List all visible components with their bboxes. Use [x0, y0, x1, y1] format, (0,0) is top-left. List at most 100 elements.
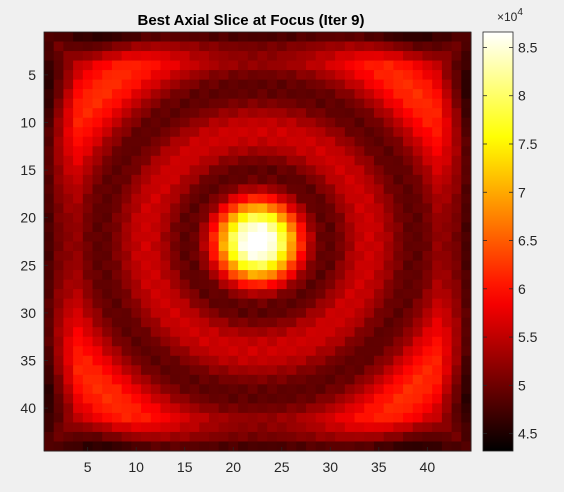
heatmap-cell — [422, 241, 433, 252]
heatmap-cell — [451, 289, 462, 300]
heatmap-cell — [92, 431, 103, 442]
heatmap-cell — [422, 212, 433, 223]
heatmap-cell — [150, 260, 161, 271]
heatmap-cell — [451, 70, 462, 81]
heatmap-cell — [296, 146, 307, 157]
heatmap-cell — [199, 146, 210, 157]
heatmap-cell — [208, 346, 220, 357]
heatmap-cell — [121, 41, 132, 52]
heatmap-cell — [286, 422, 297, 433]
heatmap-cell — [306, 241, 317, 252]
heatmap-cell — [53, 136, 64, 147]
heatmap-cell — [92, 89, 103, 100]
heatmap-cell — [160, 127, 171, 138]
heatmap-cell — [92, 108, 103, 119]
heatmap-cell — [286, 270, 297, 281]
heatmap-cell — [441, 374, 453, 385]
heatmap-cell — [432, 60, 443, 71]
heatmap-cell — [63, 298, 74, 309]
heatmap-cell — [451, 298, 462, 309]
heatmap-cell — [364, 393, 375, 404]
heatmap-cell — [111, 231, 123, 242]
heatmap-cell — [335, 365, 346, 376]
heatmap-cell — [451, 270, 462, 281]
heatmap-cell — [315, 127, 326, 138]
heatmap-cell — [325, 355, 336, 366]
heatmap-cell — [422, 365, 433, 376]
heatmap-cell — [238, 384, 249, 395]
heatmap-cell — [344, 431, 356, 442]
heatmap-cell — [179, 212, 191, 223]
heatmap-cell — [44, 41, 55, 52]
heatmap-cell — [82, 146, 94, 157]
heatmap-cell — [189, 441, 200, 452]
heatmap-cell — [238, 79, 249, 90]
heatmap-cell — [63, 203, 74, 214]
heatmap-cell — [286, 279, 297, 290]
heatmap-cell — [121, 146, 132, 157]
heatmap-cell — [373, 251, 385, 262]
heatmap-cell — [461, 89, 472, 100]
heatmap-cell — [102, 308, 113, 319]
heatmap-cell — [286, 412, 297, 423]
heatmap-cell — [412, 384, 423, 395]
heatmap-cell — [364, 108, 375, 119]
heatmap-cell — [63, 365, 74, 376]
heatmap-cell — [208, 174, 220, 185]
heatmap-cell — [160, 231, 171, 242]
heatmap-cell — [383, 203, 394, 214]
heatmap-cell — [131, 89, 142, 100]
heatmap-cell — [131, 403, 142, 414]
heatmap-cell — [44, 117, 55, 128]
heatmap-cell — [432, 51, 443, 62]
heatmap-cell — [335, 212, 346, 223]
heatmap-cell — [422, 431, 433, 442]
heatmap-cell — [354, 41, 365, 52]
heatmap-cell — [441, 79, 453, 90]
heatmap-cell — [422, 184, 433, 195]
heatmap-cell — [267, 336, 278, 347]
heatmap-cell — [44, 403, 55, 414]
heatmap-cell — [228, 431, 239, 442]
heatmap-cell — [199, 431, 210, 442]
heatmap-cell — [364, 346, 375, 357]
heatmap-cell — [44, 317, 55, 328]
heatmap-cell — [218, 136, 229, 147]
heatmap-cell — [335, 260, 346, 271]
heatmap-cell — [73, 355, 84, 366]
heatmap-cell — [451, 231, 462, 242]
heatmap-cell — [276, 231, 288, 242]
heatmap-cell — [432, 32, 443, 43]
heatmap-cell — [44, 146, 55, 157]
heatmap-cell — [364, 174, 375, 185]
heatmap-cell — [451, 422, 462, 433]
heatmap-cell — [451, 155, 462, 166]
heatmap-cell — [53, 260, 64, 271]
heatmap-cell — [111, 317, 123, 328]
heatmap-cell — [160, 89, 171, 100]
heatmap-cell — [315, 165, 326, 176]
y-tick-label: 10 — [20, 114, 36, 130]
heatmap-cell — [247, 270, 258, 281]
heatmap-cell — [82, 289, 94, 300]
heatmap-cell — [238, 60, 249, 71]
heatmap-cell — [296, 231, 307, 242]
heatmap-cell — [160, 412, 171, 423]
heatmap-cell — [247, 241, 258, 252]
heatmap-cell — [131, 441, 142, 452]
heatmap-cell — [354, 174, 365, 185]
heatmap-cell — [131, 346, 142, 357]
heatmap-cell — [92, 289, 103, 300]
heatmap-cell — [315, 336, 326, 347]
heatmap-cell — [441, 203, 453, 214]
heatmap-cell — [179, 193, 191, 204]
heatmap-cell — [286, 374, 297, 385]
heatmap-cell — [315, 108, 326, 119]
heatmap-cell — [306, 184, 317, 195]
heatmap-cell — [432, 270, 443, 281]
heatmap-cell — [228, 193, 239, 204]
heatmap-cell — [218, 193, 229, 204]
heatmap-cell — [354, 279, 365, 290]
heatmap-cell — [286, 431, 297, 442]
heatmap-cell — [412, 117, 423, 128]
